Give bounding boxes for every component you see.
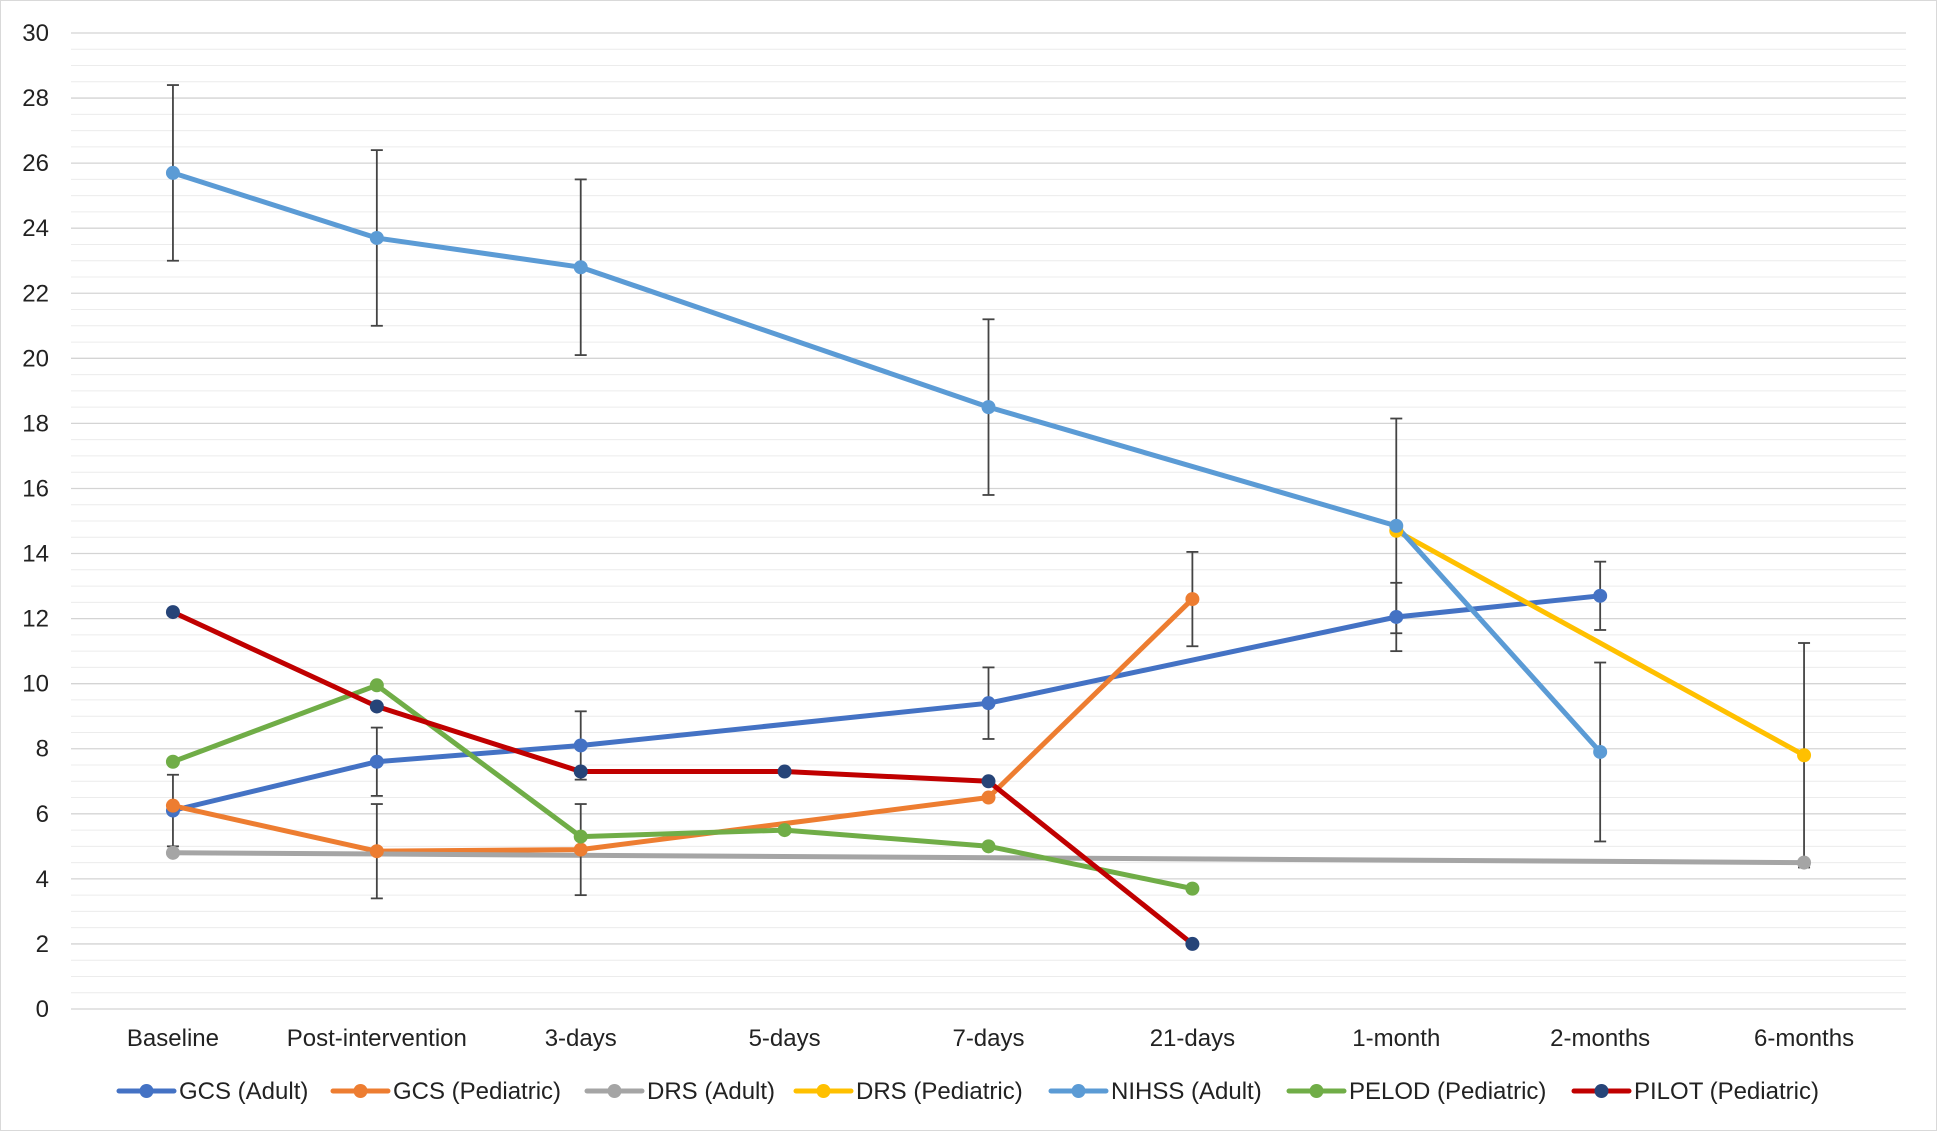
legend-marker <box>1594 1084 1609 1098</box>
data-point <box>369 230 384 245</box>
x-tick-label-2-months: 2-months <box>1550 1025 1650 1052</box>
legend-label: GCS (Adult) <box>179 1078 308 1105</box>
series-line-6 <box>170 609 1195 947</box>
legend-marker <box>1071 1084 1086 1098</box>
legend-label: DRS (Pediatric) <box>856 1078 1023 1105</box>
data-point <box>981 696 996 711</box>
data-point <box>165 605 180 620</box>
data-point <box>1185 936 1200 951</box>
x-tick-label-3-days: 3-days <box>545 1025 617 1052</box>
data-point <box>573 260 588 275</box>
y-tick-label-22: 22 <box>22 280 49 307</box>
y-tick-label-18: 18 <box>22 410 49 437</box>
series-line-3 <box>1393 528 1807 758</box>
markers-series-5 <box>165 678 1200 896</box>
y-tick-label-26: 26 <box>22 150 49 177</box>
data-point <box>1389 518 1404 533</box>
data-point <box>573 738 588 753</box>
series-line-5 <box>170 682 1195 892</box>
y-tick-label-10: 10 <box>22 671 49 698</box>
data-point <box>777 823 792 838</box>
data-point <box>981 790 996 805</box>
x-tick-label-post-intervention: Post-intervention <box>287 1025 467 1052</box>
y-tick-label-6: 6 <box>36 801 49 828</box>
legend-label: DRS (Adult) <box>647 1078 775 1105</box>
data-point <box>165 845 180 860</box>
y-tick-label-8: 8 <box>36 736 49 763</box>
legend-marker <box>607 1084 622 1098</box>
data-point <box>1389 609 1404 624</box>
legend-label: PILOT (Pediatric) <box>1634 1078 1819 1105</box>
markers-series-6 <box>165 605 1200 951</box>
data-point <box>981 774 996 789</box>
legend-marker <box>139 1084 154 1098</box>
legend-marker <box>353 1084 368 1098</box>
x-tick-label-baseline: Baseline <box>127 1025 219 1052</box>
y-tick-label-24: 24 <box>22 215 49 242</box>
data-point <box>1185 881 1200 896</box>
legend-label: NIHSS (Adult) <box>1111 1078 1262 1105</box>
data-point <box>369 678 384 693</box>
legend-label: PELOD (Pediatric) <box>1349 1078 1546 1105</box>
y-tick-label-14: 14 <box>22 541 49 568</box>
y-tick-label-28: 28 <box>22 85 49 112</box>
x-tick-label-5-days: 5-days <box>749 1025 821 1052</box>
x-tick-label-6-months: 6-months <box>1754 1025 1854 1052</box>
data-point <box>981 839 996 854</box>
data-point <box>1185 592 1200 607</box>
y-tick-label-2: 2 <box>36 931 49 958</box>
series-line-4 <box>170 170 1603 755</box>
y-tick-label-12: 12 <box>22 606 49 633</box>
data-point <box>369 844 384 859</box>
y-tick-label-4: 4 <box>36 866 49 893</box>
y-tick-label-20: 20 <box>22 345 49 372</box>
markers-series-2 <box>165 845 1812 870</box>
series-line-0 <box>170 593 1603 813</box>
data-point <box>777 764 792 779</box>
x-tick-label-1-month: 1-month <box>1352 1025 1440 1052</box>
data-point <box>1797 748 1812 763</box>
x-tick-label-21-days: 21-days <box>1150 1025 1235 1052</box>
data-point <box>165 798 180 813</box>
data-point <box>1797 855 1812 870</box>
data-point <box>573 842 588 857</box>
legend: GCS (Adult) GCS (Pediatric) DRS (Adult) DRS… <box>116 1078 1819 1105</box>
data-point <box>981 400 996 415</box>
series-line-2 <box>170 850 1807 866</box>
data-point <box>369 754 384 769</box>
data-point <box>1593 744 1608 759</box>
x-tick-label-7-days: 7-days <box>952 1025 1024 1052</box>
legend-marker <box>1309 1084 1324 1098</box>
y-tick-label-30: 30 <box>22 20 49 47</box>
legend-label: GCS (Pediatric) <box>393 1078 561 1105</box>
data-point <box>165 165 180 180</box>
legend-marker <box>816 1084 831 1098</box>
data-point <box>1593 588 1608 603</box>
data-point <box>165 754 180 769</box>
data-point <box>369 699 384 714</box>
markers-series-1 <box>165 592 1200 859</box>
data-point <box>573 764 588 779</box>
data-point <box>573 829 588 844</box>
y-tick-label-16: 16 <box>22 475 49 502</box>
y-tick-label-0: 0 <box>36 996 49 1023</box>
markers-series-4 <box>165 165 1608 759</box>
